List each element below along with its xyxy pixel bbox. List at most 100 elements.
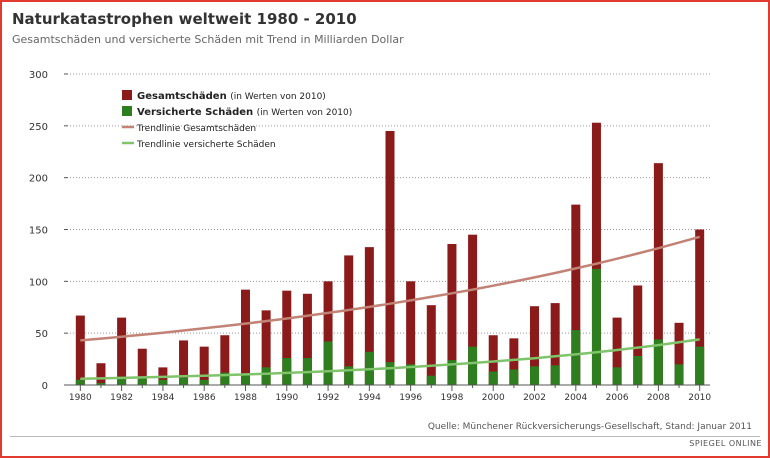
bar-gesamtschaeden <box>220 335 230 385</box>
bar-gesamtschaeden <box>137 348 147 385</box>
x-tick-label: 1988 <box>234 393 257 403</box>
bar-versicherte-schaeden <box>509 369 519 385</box>
y-tick-label: 250 <box>29 122 48 133</box>
bar-gesamtschaeden <box>509 338 519 385</box>
x-tick-label: 2006 <box>606 393 629 403</box>
bar-versicherte-schaeden <box>220 372 230 385</box>
bar-gesamtschaeden <box>117 317 127 385</box>
source-note: Quelle: Münchener Rückversicherungs-Gese… <box>427 422 752 432</box>
chart-subtitle: Gesamtschäden und versicherte Schäden mi… <box>12 33 404 46</box>
bars <box>75 122 705 386</box>
bar-versicherte-schaeden <box>426 375 436 385</box>
bar-versicherte-schaeden <box>468 346 478 385</box>
x-tick-label: 1998 <box>440 393 463 403</box>
x-tick-label: 1992 <box>317 393 340 403</box>
y-tick-label: 300 <box>29 70 48 81</box>
bar-gesamtschaeden <box>426 305 436 385</box>
legend-swatch <box>122 106 132 116</box>
bar-gesamtschaeden <box>364 247 374 385</box>
bar-versicherte-schaeden <box>344 366 354 385</box>
bar-versicherte-schaeden <box>488 371 498 385</box>
legend-swatch <box>122 90 132 100</box>
y-tick-label: 100 <box>29 277 48 288</box>
legend-label: Versicherte Schäden (in Werten von 2010) <box>137 107 352 118</box>
bar-gesamtschaeden <box>612 317 622 385</box>
bar-versicherte-schaeden <box>179 377 189 385</box>
x-tick-label: 2004 <box>564 393 587 403</box>
bar-gesamtschaeden <box>406 281 416 385</box>
bar-gesamtschaeden <box>488 335 498 385</box>
bar-versicherte-schaeden <box>385 362 395 385</box>
x-tick-label: 1990 <box>275 393 298 403</box>
footer-divider <box>10 436 760 437</box>
bar-versicherte-schaeden <box>653 339 663 385</box>
bar-versicherte-schaeden <box>96 382 106 385</box>
bar-gesamtschaeden <box>633 285 643 385</box>
bar-versicherte-schaeden <box>612 367 622 385</box>
bar-versicherte-schaeden <box>199 379 209 385</box>
bar-versicherte-schaeden <box>447 360 457 385</box>
legend-series-note: (in Werten von 2010) <box>230 92 326 102</box>
x-tick-label: 2008 <box>647 393 670 403</box>
bar-versicherte-schaeden <box>674 364 684 385</box>
y-tick-label: 0 <box>42 381 48 392</box>
bar-versicherte-schaeden <box>591 268 601 385</box>
bar-gesamtschaeden <box>550 303 560 385</box>
x-tick-label: 2000 <box>482 393 505 403</box>
bar-versicherte-schaeden <box>261 367 271 385</box>
x-tick-label: 1994 <box>358 393 381 403</box>
trend-line <box>80 235 701 342</box>
bar-gesamtschaeden <box>653 163 663 385</box>
bar-versicherte-schaeden <box>406 364 416 385</box>
bar-gesamtschaeden <box>674 322 684 385</box>
chart-title: Naturkatastrophen weltweit 1980 - 2010 <box>12 10 357 28</box>
axes: 0 50 100 150 200 250 300 1980 1982 1984 1986 1988 19… <box>29 70 711 403</box>
bar-gesamtschaeden <box>261 310 271 385</box>
bar-versicherte-schaeden <box>571 330 581 385</box>
bar-versicherte-schaeden <box>117 376 127 385</box>
bar-gesamtschaeden <box>96 363 106 385</box>
bar-versicherte-schaeden <box>530 366 540 385</box>
bar-gesamtschaeden <box>385 131 395 385</box>
bar-versicherte-schaeden <box>695 346 705 385</box>
bar-gesamtschaeden <box>179 340 189 385</box>
bar-gesamtschaeden <box>302 293 312 385</box>
x-tick-label: 1996 <box>399 393 422 403</box>
x-tick-label: 1986 <box>193 393 216 403</box>
bar-versicherte-schaeden <box>240 374 250 385</box>
legend-series-name: Gesamtschäden <box>137 91 230 102</box>
legend-label: Trendlinie versicherte Schäden <box>136 140 276 150</box>
legend: Gesamtschäden (in Werten von 2010)Versic… <box>122 90 352 150</box>
y-tick-label: 150 <box>29 226 48 237</box>
bar-gesamtschaeden <box>240 289 250 385</box>
bar-gesamtschaeden <box>695 229 705 385</box>
bar-versicherte-schaeden <box>633 355 643 385</box>
legend-series-note: (in Werten von 2010) <box>257 108 353 118</box>
bar-versicherte-schaeden <box>75 379 85 385</box>
y-tick-label: 50 <box>35 329 48 340</box>
trend-line <box>80 338 700 381</box>
x-tick-label: 1984 <box>151 393 174 403</box>
bar-gesamtschaeden <box>323 281 333 385</box>
bar-gesamtschaeden <box>447 244 457 385</box>
x-tick-label: 1982 <box>110 393 133 403</box>
legend-label: Trendlinie Gesamtschäden <box>136 124 256 134</box>
x-tick-label: 2002 <box>523 393 546 403</box>
bar-gesamtschaeden <box>199 346 209 385</box>
trend-lines <box>80 235 701 381</box>
bar-versicherte-schaeden <box>550 365 560 385</box>
bar-versicherte-schaeden <box>323 341 333 385</box>
bar-gesamtschaeden <box>75 315 85 385</box>
bar-versicherte-schaeden <box>158 379 168 385</box>
x-tick-label: 2010 <box>688 393 711 403</box>
bar-gesamtschaeden <box>282 290 292 385</box>
legend-label: Gesamtschäden (in Werten von 2010) <box>137 91 326 102</box>
bar-gesamtschaeden <box>344 255 354 385</box>
y-tick-label: 200 <box>29 174 48 185</box>
bar-versicherte-schaeden <box>137 376 147 385</box>
bar-gesamtschaeden <box>530 306 540 385</box>
bar-gesamtschaeden <box>591 122 601 386</box>
x-tick-label: 1980 <box>69 393 92 403</box>
